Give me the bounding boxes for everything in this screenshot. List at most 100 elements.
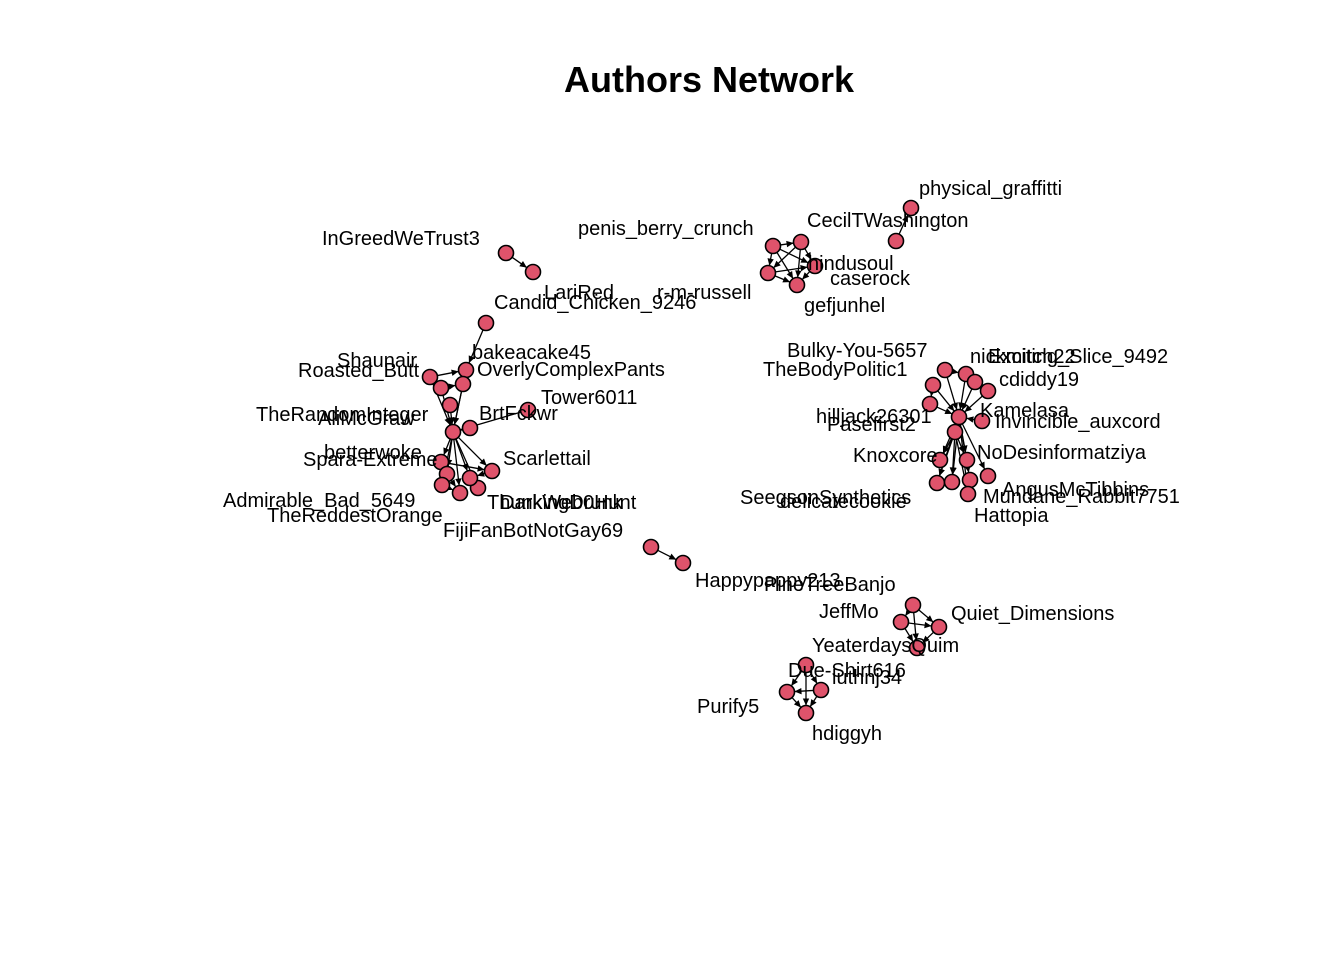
node-ceciltwashington[interactable]: [887, 232, 905, 250]
arrowhead-hindusoul-to-gefjunhel: [795, 270, 802, 278]
node-label-pasefirst2: Pasefirst2: [827, 414, 916, 436]
node-label-cdiddy19: cdiddy19: [999, 369, 1079, 391]
node-bakeacake45[interactable]: [457, 361, 475, 379]
arrowhead-pinetreebanjo-to-yeaterdaysquim: [912, 633, 919, 641]
node-delicatecookie[interactable]: [943, 473, 961, 491]
node-gefjunhel[interactable]: [788, 276, 806, 294]
node-label-gefjunhel: gefjunhel: [804, 295, 885, 317]
node-alimcgraw[interactable]: [444, 423, 462, 441]
node-label-hattopia: Hattopia: [974, 505, 1049, 527]
nodes-layer: [421, 199, 997, 722]
node-label-jeffmo: JeffMo: [819, 601, 879, 623]
node-penis-berry-crunch[interactable]: [764, 237, 782, 255]
node-label-candid-chicken-9246: Candid_Chicken_9246: [494, 292, 696, 314]
node-hindusoul[interactable]: [792, 233, 810, 251]
node-label-physical-graffitti: physical_graffitti: [919, 178, 1062, 200]
arrowhead-hindusoul-to-caserock: [804, 251, 812, 260]
node-tower6011[interactable]: [519, 401, 537, 419]
node-mundane-rabbit7751[interactable]: [979, 467, 997, 485]
arrowhead-invincible-auxcord-to-kamelasa: [966, 416, 974, 423]
node-label-betterwoke: betterwoke: [324, 442, 422, 464]
node-label-purify5: Purify5: [697, 696, 759, 718]
node-due-shirt616[interactable]: [797, 656, 815, 674]
node-label-penis-berry-crunch: penis_berry_crunch: [578, 218, 754, 240]
node-angusmctibbins[interactable]: [961, 471, 979, 489]
node-ingreedwetrust3[interactable]: [497, 244, 515, 262]
node-admirable-bad-5649[interactable]: [433, 476, 451, 494]
node-cdiddy19[interactable]: [979, 382, 997, 400]
node-shaunair[interactable]: [421, 368, 439, 386]
node-label-due-shirt616: Due-Shirt616: [788, 660, 906, 682]
arrowhead-pasefirst2-to-delicatecookie: [949, 467, 957, 475]
node-knoxcore[interactable]: [931, 451, 949, 469]
node-bulky-you-5657[interactable]: [936, 361, 954, 379]
node-label-alimcgraw: AliMcGraw: [318, 408, 415, 430]
node-luthnj34[interactable]: [812, 681, 830, 699]
node-hdiggyh[interactable]: [797, 704, 815, 722]
node-overlycomplexpants[interactable]: [454, 375, 472, 393]
node-label-quiet-dimensions: Quiet_Dimensions: [951, 603, 1114, 625]
arrowhead-betterwoke-to-scarlettail: [477, 465, 485, 472]
node-invincible-auxcord[interactable]: [973, 412, 991, 430]
node-label-nodesinformatziya: NoDesinformatziya: [977, 442, 1147, 464]
edge-alimcgraw-to-thereddestorange: [453, 439, 460, 486]
node-darkweb0hunt[interactable]: [461, 469, 479, 487]
node-label-happypappy213: Happypappy213: [695, 570, 841, 592]
arrowhead-shaunair-to-bakeacake45: [451, 369, 459, 376]
node-brtfckwr[interactable]: [461, 419, 479, 437]
node-kamelasa[interactable]: [950, 408, 968, 426]
arrowhead-therandominteger-to-alimcgraw: [448, 417, 455, 425]
arrowhead-penis-berry-crunch-to-gefjunhel: [786, 270, 794, 279]
node-hilljack26301[interactable]: [921, 395, 939, 413]
arrowhead-candid-chicken-9246-to-bakeacake45: [468, 355, 475, 364]
node-quiet-dimensions[interactable]: [930, 618, 948, 636]
node-pasefirst2[interactable]: [946, 423, 964, 441]
node-label-spara-extreme: Spara-Extreme: [303, 449, 438, 471]
node-thebodypolitic1[interactable]: [924, 376, 942, 394]
node-hattopia[interactable]: [959, 485, 977, 503]
arrowhead-ingreedwetrust3-to-larired: [519, 261, 527, 268]
node-label-seegsonsynthetics: SeegsonSynthetics: [740, 487, 911, 509]
node-yeaterdaysquim[interactable]: [908, 639, 926, 657]
arrowhead-purify5-to-hdiggyh: [793, 700, 801, 708]
node-label-r-m-russell: r-m-russell: [657, 282, 751, 304]
node-label-tower6011: Tower6011: [541, 387, 637, 409]
arrowhead-caserock-to-gefjunhel: [802, 272, 810, 280]
node-purify5[interactable]: [778, 683, 796, 701]
node-pinetreebanjo[interactable]: [904, 596, 922, 614]
node-fijifanbotnotgay69[interactable]: [642, 538, 660, 556]
node-caserock[interactable]: [806, 257, 824, 275]
node-happypappy213[interactable]: [674, 554, 692, 572]
node-label-roasted-butt: Roasted_Butt: [298, 360, 420, 382]
node-label-thereddestorange: TheReddestOrange: [267, 505, 443, 527]
node-nodesinformatziya[interactable]: [958, 451, 976, 469]
node-physical-graffitti[interactable]: [902, 199, 920, 217]
arrowhead-due-shirt616-to-purify5: [791, 678, 798, 686]
node-thereddestorange[interactable]: [451, 484, 469, 502]
arrowhead-hindusoul-to-r-m-russell: [773, 260, 781, 268]
node-jeffmo[interactable]: [892, 613, 910, 631]
labels-layer: physical_graffitti CecilTWashington penis_…: [223, 178, 1180, 745]
arrowhead-penis-berry-crunch-to-caserock: [800, 256, 809, 263]
node-exciting-slice-9492[interactable]: [966, 373, 984, 391]
arrowhead-penis-berry-crunch-to-hindusoul: [786, 240, 794, 248]
node-label-overlycomplexpants: OverlyComplexPants: [477, 359, 665, 381]
node-seegsonsynthetics[interactable]: [928, 474, 946, 492]
arrowhead-roasted-butt-to-overlycomplexpants: [448, 383, 456, 390]
arrowhead-r-m-russell-to-gefjunhel: [782, 276, 791, 283]
arrowhead-fijifanbotnotgay69-to-happypappy213: [668, 553, 677, 560]
node-scarlettail[interactable]: [483, 462, 501, 480]
node-therandominteger[interactable]: [441, 396, 459, 414]
node-r-m-russell[interactable]: [759, 264, 777, 282]
node-candid-chicken-9246[interactable]: [477, 314, 495, 332]
node-roasted-butt[interactable]: [432, 379, 450, 397]
arrowhead-alimcgraw-to-darkweb0hunt: [461, 463, 468, 471]
node-label-bakeacake45: bakeacake45: [472, 342, 591, 364]
arrowhead-alimcgraw-to-thereddestorange: [455, 478, 462, 486]
arrowhead-pinetreebanjo-to-quiet-dimensions: [925, 615, 934, 623]
node-label-caserock: caserock: [830, 268, 911, 290]
node-label-hdiggyh: hdiggyh: [812, 723, 882, 745]
node-label-fijifanbotnotgay69: FijiFanBotNotGay69: [443, 520, 623, 542]
node-larired[interactable]: [524, 263, 542, 281]
